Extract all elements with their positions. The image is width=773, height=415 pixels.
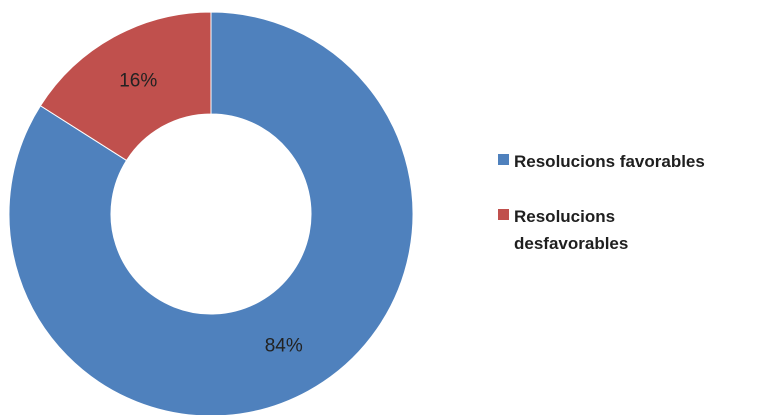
legend-item-desfavorables: Resolucions desfavorables xyxy=(498,203,768,257)
donut-slice-favorables xyxy=(8,11,414,415)
legend-label-favorables: Resolucions favorables xyxy=(514,152,705,171)
donut-slice-desfavorables xyxy=(39,11,212,162)
legend-swatch-desfavorables xyxy=(498,209,509,220)
legend-item-favorables: Resolucions favorables xyxy=(498,148,768,175)
data-label-desfavorables: 16% xyxy=(119,71,157,92)
data-label-favorables: 84% xyxy=(265,335,303,356)
legend-label-desfavorables: Resolucions desfavorables xyxy=(514,207,629,253)
legend: Resolucions favorables Resolucions desfa… xyxy=(498,148,768,285)
legend-swatch-favorables xyxy=(498,154,509,165)
